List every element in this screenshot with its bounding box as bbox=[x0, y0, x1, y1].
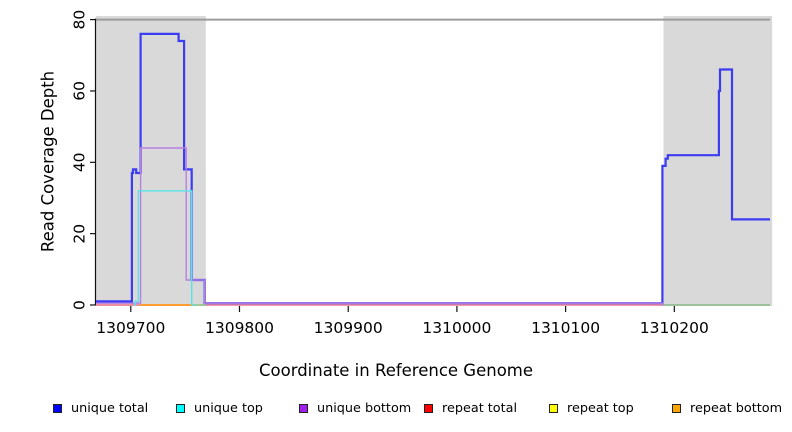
x-tick-label: 1310100 bbox=[531, 319, 600, 337]
masked-region bbox=[96, 16, 206, 306]
masked-region bbox=[663, 16, 773, 306]
legend-item-unique-top: unique top bbox=[176, 399, 263, 417]
x-tick-label: 1310000 bbox=[422, 319, 491, 337]
legend-label: unique bottom bbox=[317, 400, 412, 416]
legend-label: unique total bbox=[71, 400, 149, 416]
y-tick-label: 0 bbox=[71, 300, 89, 310]
x-tick-label: 1309700 bbox=[96, 319, 165, 337]
x-tick-label: 1309800 bbox=[205, 319, 274, 337]
legend-item-repeat-top: repeat top bbox=[549, 399, 634, 417]
legend-label: repeat total bbox=[442, 400, 518, 416]
legend-swatch-icon bbox=[176, 403, 185, 413]
legend-swatch-icon bbox=[549, 403, 558, 413]
x-tick-label: 1310200 bbox=[640, 319, 709, 337]
x-axis-title: Coordinate in Reference Genome bbox=[258, 361, 534, 380]
legend-swatch-icon bbox=[424, 403, 433, 413]
legend-item-repeat-total: repeat total bbox=[424, 399, 517, 417]
legend-label: repeat top bbox=[567, 400, 634, 416]
legend-label: repeat bottom bbox=[690, 400, 783, 416]
legend-item-unique-bottom: unique bottom bbox=[299, 399, 411, 417]
y-tick-label: 40 bbox=[71, 152, 89, 172]
legend-swatch-icon bbox=[672, 403, 681, 413]
legend-label: unique top bbox=[194, 400, 263, 416]
series-unique-top bbox=[134, 190, 196, 306]
y-axis-title: Read Coverage Depth bbox=[38, 70, 58, 253]
y-tick-label: 60 bbox=[71, 81, 89, 101]
legend-swatch-icon bbox=[299, 403, 308, 413]
legend-item-repeat-bottom: repeat bottom bbox=[672, 399, 782, 417]
legend: unique total unique top unique bottom repea… bbox=[0, 399, 792, 419]
y-tick-label: 80 bbox=[71, 10, 89, 30]
series-unique-bottom bbox=[96, 147, 770, 306]
x-tick-label: 1309900 bbox=[314, 319, 383, 337]
legend-swatch-icon bbox=[53, 403, 62, 413]
legend-item-unique-total: unique total bbox=[53, 399, 148, 417]
y-tick-label: 20 bbox=[70, 224, 88, 244]
